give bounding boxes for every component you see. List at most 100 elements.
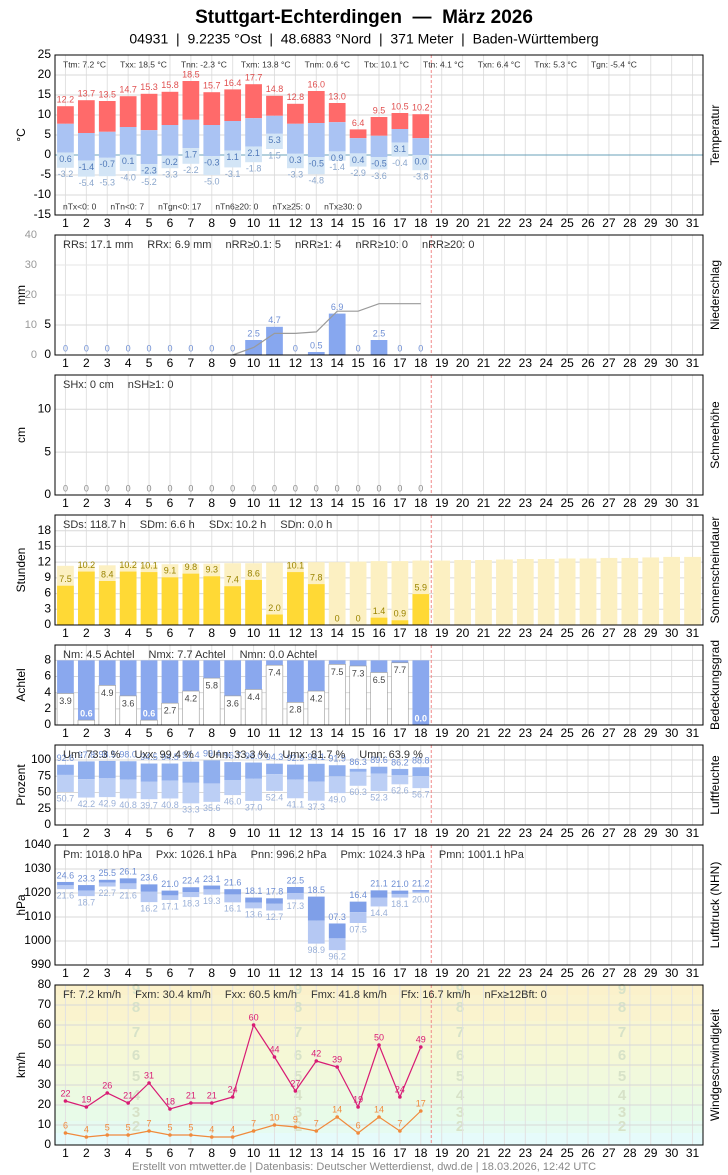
point — [126, 1133, 130, 1137]
point — [335, 1115, 339, 1119]
x-tick-label: 18 — [414, 626, 428, 640]
bar — [266, 326, 283, 355]
data-label: 23.6 — [140, 873, 158, 883]
y-axis-label: Stunden — [14, 548, 28, 593]
data-label: 2.5 — [373, 328, 386, 338]
x-tick-label: 6 — [167, 626, 174, 640]
range-bar-segment — [266, 774, 283, 791]
plot-border — [54, 984, 704, 1146]
x-tick-label: 17 — [393, 826, 407, 840]
range-bar-segment — [287, 153, 304, 169]
x-tick-label: 1 — [62, 966, 69, 980]
data-label: 6.9 — [331, 302, 344, 312]
data-label: 3.1 — [394, 144, 407, 154]
bar — [663, 556, 681, 625]
y-tick-label: 30 — [38, 1077, 52, 1091]
x-tick-label: 28 — [623, 966, 637, 980]
x-tick-label: 15 — [351, 726, 365, 740]
range-bar-segment — [391, 113, 409, 129]
range-bar-segment — [412, 155, 430, 171]
x-tick-label: 22 — [498, 496, 512, 510]
data-label: 0.1 — [122, 156, 135, 166]
data-label: 94.3 — [266, 752, 284, 762]
data-label: 18.5 — [308, 885, 326, 895]
data-label: 0.6 — [143, 709, 156, 719]
data-label: 0 — [293, 343, 298, 353]
x-tick-label: 9 — [229, 726, 236, 740]
annotation: Fxx: 60.5 km/h — [225, 989, 297, 1001]
range-bar-segment — [140, 884, 158, 892]
panel-title: Luftfeuchte — [708, 755, 722, 815]
y-tick-label: 0 — [44, 617, 51, 631]
data-label: 19.3 — [203, 896, 221, 906]
y-axis-label: °C — [14, 128, 28, 142]
y-tick-label: 70 — [38, 997, 52, 1011]
data-label: 4.2 — [310, 693, 323, 703]
x-tick-label: 31 — [686, 626, 700, 640]
data-label: 13.7 — [78, 89, 96, 99]
x-tick-label: 20 — [456, 216, 470, 230]
data-label: -0.7 — [100, 159, 116, 169]
x-tick-label: 25 — [560, 496, 574, 510]
y-tick-label: 20 — [38, 67, 52, 81]
plot-border — [54, 844, 704, 966]
range-bar-segment — [370, 890, 388, 898]
data-label: 40.8 — [161, 800, 179, 810]
x-tick-label: 9 — [229, 826, 236, 840]
data-label: 0 — [188, 483, 193, 493]
annotation: Tnm: 0.6 °C — [305, 59, 350, 69]
x-tick-label: 11 — [268, 216, 281, 230]
range-bar-segment — [245, 118, 262, 147]
x-tick-label: 26 — [581, 1146, 595, 1160]
x-tick-label: 21 — [477, 1146, 491, 1160]
range-bar-segment — [182, 892, 200, 898]
data-label: 0.6 — [80, 709, 93, 719]
bar — [287, 572, 304, 625]
annotation: Pmn: 1001.1 hPa — [439, 849, 525, 861]
data-label: 16.4 — [349, 890, 367, 900]
beaufort-label: 3 — [132, 1104, 140, 1121]
point — [147, 1081, 151, 1085]
range-bar-segment — [224, 779, 242, 796]
x-tick-label: 29 — [644, 726, 658, 740]
data-label: -4.0 — [120, 172, 136, 182]
range-bar-segment — [245, 902, 262, 909]
annotation: nTgn<0: 17 — [158, 201, 202, 211]
y-tick-label: 10 — [38, 107, 52, 121]
beaufort-label: 8 — [294, 999, 302, 1016]
x-tick-label: 19 — [435, 216, 449, 230]
data-label: 5 — [167, 1122, 172, 1132]
range-bar-segment — [349, 912, 367, 923]
x-tick-label: 13 — [310, 726, 324, 740]
data-label: 0.9 — [331, 153, 344, 163]
data-label: 16.4 — [224, 78, 242, 88]
x-tick-label: 7 — [188, 216, 195, 230]
x-tick-label: 8 — [208, 496, 215, 510]
y-tick-label: -10 — [34, 187, 52, 201]
data-label: 94.5 — [140, 752, 158, 762]
y-axis-label: cm — [14, 427, 28, 443]
range-bar-segment — [161, 91, 179, 125]
data-label: 7.4 — [226, 575, 239, 585]
x-tick-label: 17 — [393, 216, 407, 230]
y-tick-label: 80 — [38, 977, 52, 991]
data-label: 60.3 — [349, 787, 367, 797]
x-tick-label: 7 — [188, 966, 195, 980]
bar — [266, 614, 283, 625]
x-tick-label: 18 — [414, 726, 428, 740]
data-label: 7 — [397, 1118, 402, 1128]
x-tick-label: 10 — [247, 966, 261, 980]
data-label: 4.2 — [185, 693, 198, 703]
data-label: 21.6 — [224, 878, 242, 888]
x-tick-label: 30 — [665, 496, 679, 510]
x-tick-label: 18 — [414, 496, 428, 510]
x-tick-label: 25 — [560, 626, 574, 640]
x-tick-label: 29 — [644, 356, 658, 370]
x-tick-label: 19 — [435, 826, 449, 840]
data-label: -3.6 — [371, 171, 387, 181]
x-tick-label: 10 — [247, 1146, 261, 1160]
range-bar-segment — [161, 895, 179, 900]
x-tick-label: 25 — [560, 356, 574, 370]
